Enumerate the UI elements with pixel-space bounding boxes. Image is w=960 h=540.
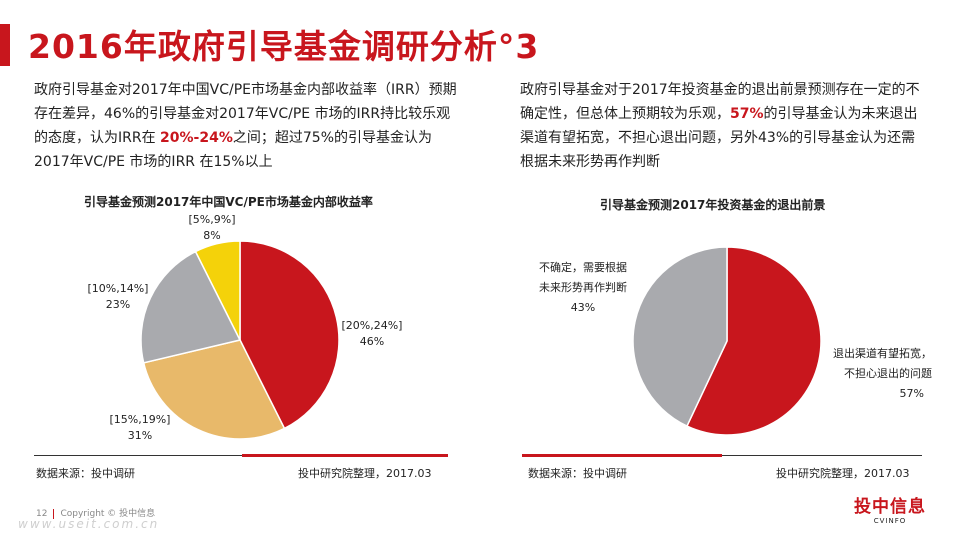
chart2-title: 引导基金预测2017年投资基金的退出前景 [600, 198, 826, 212]
chart2-source: 数据来源：投中调研 [528, 467, 627, 480]
chart1-label-15-19-range: [15%,19%] [109, 413, 171, 426]
left-description-tail: 之间；超过75%的引导基金认为2017年VC/PE 市场的IRR 在15%以上 [34, 130, 433, 170]
right-description: 政府引导基金对于2017年投资基金的退出前景预测存在一定的不确定性，但总体上预期… [520, 78, 920, 174]
page-title: 2016年政府引导基金调研分析°3 [28, 27, 540, 66]
chart2-label-optimistic-line2: 不担心退出的问题 [844, 367, 932, 380]
chart2-slice-1 [632, 246, 728, 428]
chart1-label-20-24-value: 46% [359, 335, 385, 348]
right-description-text: 政府引导基金对于2017年投资基金的退出前景预测存在一定的不确定性，但总体上预期… [520, 82, 920, 122]
left-highlight: 20%-24% [160, 130, 233, 146]
chart1-label-20-24-range: [20%,24%] [341, 319, 403, 332]
chart2-slice-0 [685, 246, 822, 436]
chart1-label-5-9: [5%,9%] 8% [182, 212, 242, 244]
chart1-source-note: 投中研究院整理，2017.03 [298, 467, 432, 480]
chart2-label-uncertain: 不确定，需要根据 未来形势再作判断 43% [528, 258, 638, 318]
chart1-label-10-14-range: [10%,14%] [87, 282, 149, 295]
chart2-label-uncertain-value: 43% [570, 301, 596, 314]
chart1-label-20-24: [20%,24%] 46% [332, 318, 412, 350]
chart1-source: 数据来源：投中调研 [36, 467, 135, 480]
company-logo: 投中信息 CVINFO [850, 497, 930, 526]
chart2-label-optimistic-line1: 退出渠道有望拓宽， [833, 347, 932, 360]
chart1-label-5-9-value: 8% [203, 229, 221, 242]
chart1-label-5-9-range: [5%,9%] [188, 213, 236, 226]
chart1-slice-0 [239, 240, 340, 430]
footer-page-info: 12 Copyright © 投中信息 [36, 506, 155, 519]
chart1-slice-2 [140, 250, 242, 364]
chart1-label-15-19-value: 31% [127, 429, 153, 442]
right-description-tail: 的引导基金认为未来退出渠道有望拓宽，不担心退出问题，另外43%的引导基金认为还需… [520, 106, 918, 170]
title-accent-bar [0, 24, 10, 66]
copyright-text: Copyright © 投中信息 [60, 509, 156, 519]
chart2-label-optimistic-value: 57% [899, 387, 924, 400]
chart1-slice-3 [194, 240, 241, 341]
chart2-label-uncertain-line1: 不确定，需要根据 [539, 261, 627, 274]
logo-subtext: CVINFO [873, 517, 907, 525]
chart2-source-accent [522, 454, 722, 457]
chart2-source-divider [522, 455, 922, 456]
footer-separator [53, 508, 55, 519]
chart2-label-optimistic: 退出渠道有望拓宽， 不担心退出的问题 57% [812, 344, 932, 404]
chart2-label-uncertain-line2: 未来形势再作判断 [539, 281, 627, 294]
chart1-source-divider [34, 455, 448, 456]
chart2-pie [632, 246, 822, 436]
right-highlight: 57% [730, 106, 764, 122]
chart1-title: 引导基金预测2017年中国VC/PE市场基金内部收益率 [84, 195, 373, 209]
logo-text: 投中信息 [854, 497, 926, 517]
watermark-text: www.useit.com.cn [18, 517, 160, 531]
chart1-source-accent [242, 454, 448, 457]
chart2-source-note: 投中研究院整理，2017.03 [776, 467, 910, 480]
left-description: 政府引导基金对2017年中国VC/PE市场基金内部收益率（IRR）预期存在差异，… [34, 78, 464, 174]
chart1-slice-1 [142, 339, 286, 440]
chart1-label-10-14: [10%,14%] 23% [78, 281, 158, 313]
chart1-pie [140, 240, 340, 440]
left-description-text: 政府引导基金对2017年中国VC/PE市场基金内部收益率（IRR）预期存在差异，… [34, 82, 457, 146]
chart1-label-15-19: [15%,19%] 31% [100, 412, 180, 444]
chart1-label-10-14-value: 23% [105, 298, 131, 311]
page-number: 12 [36, 509, 48, 519]
